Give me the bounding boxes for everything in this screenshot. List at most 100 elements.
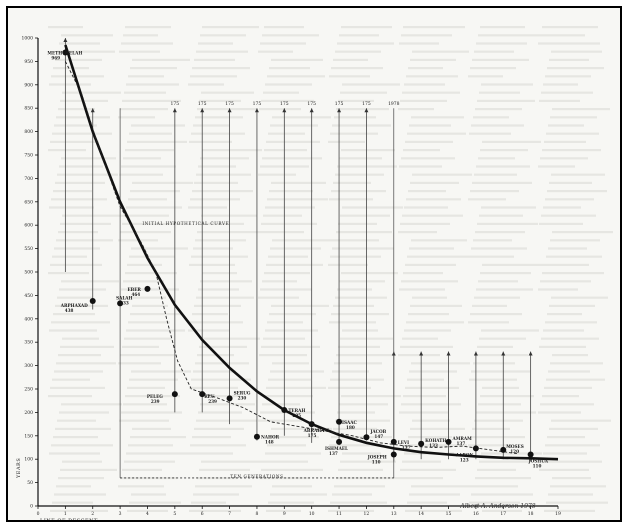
column-top-label: 175 (253, 101, 262, 107)
x-tick-label: 18 (528, 511, 534, 517)
point-value-label: 239 (151, 399, 160, 404)
data-point (253, 433, 260, 440)
x-tick-label: 1 (64, 511, 67, 517)
x-tick-label: 6 (201, 511, 204, 517)
y-tick-label: 750 (24, 153, 33, 159)
data-point (472, 445, 479, 452)
x-axis-title: LINE OF DESCENT (40, 518, 98, 522)
drop-line-arrow (419, 351, 424, 356)
point-value-label: 137 (402, 445, 411, 450)
point-name-label: TERAH (288, 408, 305, 413)
data-point (144, 285, 151, 292)
point-name-label: ARPHAXAD (60, 303, 88, 308)
y-tick-label: 400 (24, 316, 33, 322)
column-top-label: 175 (198, 101, 207, 107)
drop-line-arrow (282, 108, 287, 113)
data-point (226, 395, 233, 402)
column-top-label: 175 (280, 101, 289, 107)
drop-line-arrow (309, 108, 314, 113)
point-value-label: 969 (51, 56, 60, 61)
y-axis-title: YEARS (16, 458, 22, 479)
x-tick-label: 9 (283, 511, 286, 517)
data-point (281, 407, 288, 414)
y-tick-label: 850 (24, 106, 33, 112)
point-value-label: 137 (457, 441, 466, 446)
point-name-label: REU (204, 394, 215, 399)
x-tick-label: 14 (418, 511, 424, 517)
point-value-label: 120 (510, 449, 519, 454)
column-top-label: 175 (225, 101, 234, 107)
y-tick-label: 950 (24, 59, 33, 65)
point-value-label: 110 (372, 460, 381, 465)
drop-line-arrow (364, 108, 369, 113)
point-name-label: MOSES (506, 444, 524, 449)
point-name-label: ABRAHAM (303, 428, 330, 433)
point-value-label: 133 (429, 443, 438, 448)
data-point (62, 49, 69, 56)
x-tick-label: 10 (309, 511, 315, 517)
point-value-label: 148 (265, 440, 274, 445)
y-tick-label: 900 (24, 82, 33, 88)
x-tick-label: 16 (473, 511, 479, 517)
data-point (390, 438, 397, 445)
point-value-label: 123 (460, 457, 469, 462)
point-value-label: 147 (374, 434, 383, 439)
point-name-label: SALAH (116, 295, 132, 300)
drop-line-arrow (227, 108, 232, 113)
point-value-label: 239 (208, 399, 217, 404)
point-name-label: SERUG (234, 390, 251, 395)
drop-line-arrow (90, 108, 95, 113)
scanned-figure: 0 1 2 3 4 5 6 7 8 9 10 11 12 13 14 15 16 17 18 19 0 50 100 150 2… (6, 6, 622, 522)
data-point (199, 391, 206, 398)
x-tick-label: 7 (228, 511, 231, 517)
point-name-label: KOHATH (425, 438, 446, 443)
point-value-label: 110 (533, 464, 542, 469)
column-top-label: 175 (335, 101, 344, 107)
drop-line-arrow (446, 351, 451, 356)
drop-line-arrow (473, 351, 478, 356)
data-point (336, 418, 343, 425)
y-tick-label: 150 (24, 433, 33, 439)
data-point (117, 300, 124, 307)
data-point (390, 451, 397, 458)
y-tick-label: 500 (24, 270, 33, 276)
x-tick-label: 15 (446, 511, 452, 517)
data-point (527, 451, 534, 458)
x-tick-label: 11 (336, 511, 342, 517)
point-value-label: 464 (131, 292, 140, 297)
x-tick-label: 13 (391, 511, 397, 517)
y-tick-label: 250 (24, 387, 33, 393)
y-tick-label: 100 (24, 457, 33, 463)
data-point (89, 298, 96, 305)
column-top-label: 175 (307, 101, 316, 107)
y-tick-label: 650 (24, 199, 33, 205)
point-name-label: PELEG (147, 394, 163, 399)
data-points (62, 49, 534, 458)
data-point (418, 440, 425, 447)
annotations: 175 175 175 175 175 175 175 175 1978 INITIAL HYPO… (142, 101, 535, 510)
column-top-label: 175 (171, 101, 180, 107)
annotation-text: TEN GENERATIONS (230, 474, 283, 479)
x-tick-label: 4 (146, 511, 149, 517)
data-point (363, 434, 370, 441)
x-tick-label: 5 (173, 511, 176, 517)
point-value-label: 175 (308, 433, 317, 438)
y-tick-label: 700 (24, 176, 33, 182)
y-tick-label: 600 (24, 223, 33, 229)
point-name-label: JOSEPH (367, 455, 387, 460)
data-point (500, 446, 507, 453)
point-value-label: 230 (238, 395, 247, 400)
point-name-label: EBER (127, 287, 141, 292)
data-point (336, 438, 343, 445)
drop-line-arrow (337, 108, 342, 113)
drop-line-arrow (200, 108, 205, 113)
y-tick-label: 50 (27, 480, 33, 486)
point-name-label: METHUSELAH (47, 51, 82, 56)
hypothetical-dashed-curve (64, 61, 517, 455)
data-point (308, 421, 315, 428)
point-value-label: 180 (346, 425, 355, 430)
x-tick-label: 12 (364, 511, 370, 517)
point-value-label: 438 (65, 308, 74, 313)
y-tick-label: 450 (24, 293, 33, 299)
point-name-label: JACOB (369, 429, 386, 434)
